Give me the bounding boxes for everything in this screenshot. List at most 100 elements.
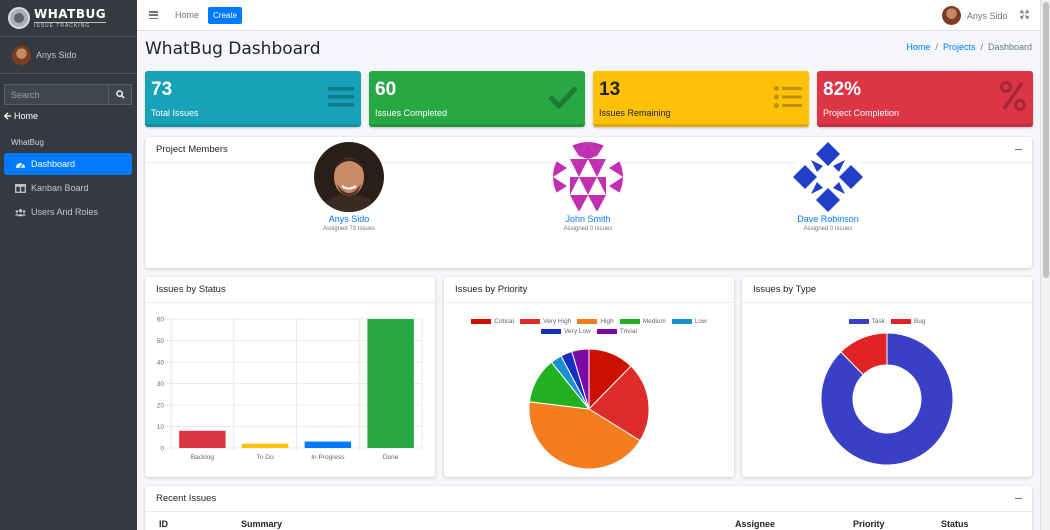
legend-swatch xyxy=(671,318,692,324)
sidebar: WHATBUG ISSUE TRACKING Anys Sido Home Wh… xyxy=(0,0,137,530)
card-title: Issues by Priority xyxy=(455,284,528,295)
breadcrumb-home[interactable]: Home xyxy=(906,42,931,52)
legend-item[interactable]: Very Low xyxy=(541,328,591,335)
sidebar-item-kanban-board[interactable]: Kanban Board xyxy=(4,177,132,199)
legend-item[interactable]: Trivial xyxy=(596,328,637,335)
y-tick-label: 0 xyxy=(160,446,164,453)
member-anys-sido: Anys Sido Assigned 73 Issues xyxy=(274,142,424,232)
legend-label: Task xyxy=(871,318,885,325)
member-dave-robinson: Dave Robinson Assigned 0 Issues xyxy=(753,142,903,232)
breadcrumb-current: Dashboard xyxy=(987,42,1032,52)
scrollbar[interactable] xyxy=(1040,0,1050,530)
legend-item[interactable]: Bug xyxy=(890,318,925,325)
search-input[interactable] xyxy=(4,84,108,105)
member-name[interactable]: Dave Robinson xyxy=(797,214,859,224)
table-header-row: ID Summary Assignee Priority Status xyxy=(159,519,1039,529)
stat-label: Issues Completed xyxy=(375,108,448,118)
stat-label: Project Completion xyxy=(823,108,900,118)
sidebar-item-label: Dashboard xyxy=(31,159,76,169)
fullscreen-icon[interactable] xyxy=(1020,10,1029,19)
x-tick-label: In Progress xyxy=(311,454,345,461)
legend-swatch xyxy=(890,318,911,324)
member-assigned-count: Assigned 0 Issues xyxy=(803,226,853,232)
y-tick-label: 30 xyxy=(157,381,165,388)
slice[interactable] xyxy=(820,332,954,466)
topbar-home-link[interactable]: Home xyxy=(175,10,200,20)
slice[interactable] xyxy=(840,332,888,376)
member-name[interactable]: John Smith xyxy=(565,214,611,224)
member-assigned-count: Assigned 0 Issues xyxy=(563,226,613,232)
legend-item[interactable]: Task xyxy=(848,318,885,325)
legend-swatch xyxy=(541,328,562,334)
sidebar-item-label: Kanban Board xyxy=(31,183,89,193)
slice[interactable] xyxy=(528,401,641,470)
column-header-assignee[interactable]: Assignee xyxy=(735,519,776,529)
column-header-id[interactable]: ID xyxy=(159,519,168,529)
column-header-summary[interactable]: Summary xyxy=(241,519,283,529)
type-doughnut-chart xyxy=(820,332,954,466)
stat-box-issues-remaining: 13 Issues Remaining xyxy=(593,71,809,127)
bar[interactable] xyxy=(304,441,352,448)
bar[interactable] xyxy=(179,430,226,448)
legend-item[interactable]: Medium xyxy=(619,318,666,325)
sidebar-item-dashboard[interactable]: Dashboard xyxy=(4,153,132,175)
brand-title: WHATBUG xyxy=(34,6,107,21)
card-title: Project Members xyxy=(156,144,228,155)
member-name[interactable]: Anys Sido xyxy=(328,214,370,224)
brand[interactable]: WHATBUG ISSUE TRACKING xyxy=(0,0,137,37)
slice[interactable] xyxy=(571,348,590,410)
legend-row: Task Bug xyxy=(742,318,1032,325)
legend-item[interactable]: Low xyxy=(671,318,707,325)
legend-swatch xyxy=(619,318,640,324)
topbar-user-name: Anys Sido xyxy=(967,10,1008,21)
percent-icon xyxy=(1000,81,1026,111)
y-tick-label: 10 xyxy=(157,424,165,431)
collapse-icon[interactable] xyxy=(1015,149,1022,151)
search-button[interactable] xyxy=(108,84,132,105)
create-button[interactable]: Create xyxy=(208,6,243,24)
sidebar-nav: Dashboard Kanban Board Users And Roles xyxy=(0,153,137,223)
legend-label: Medium xyxy=(642,318,666,325)
avatar xyxy=(793,142,863,212)
y-tick-label: 50 xyxy=(157,338,165,345)
stat-value: 13 xyxy=(599,79,621,100)
avatar xyxy=(942,6,961,25)
status-bar-chart: 0 10 20 30 40 50 60 Backlog To Do In Progress Done xyxy=(157,317,423,461)
recent-issues-card: Recent Issues ID Summary Assignee Priori… xyxy=(145,486,1032,530)
avatar xyxy=(12,45,31,65)
card-title: Recent Issues xyxy=(156,493,217,504)
y-tick-label: 60 xyxy=(157,317,165,324)
slice[interactable] xyxy=(588,365,650,442)
sidebar-home-label: Home xyxy=(14,111,39,121)
column-header-priority[interactable]: Priority xyxy=(853,519,885,529)
dashboard-icon xyxy=(15,160,26,169)
x-tick-label: Done xyxy=(383,454,399,461)
breadcrumb-projects[interactable]: Projects xyxy=(942,42,976,52)
type-legend: Task Bug xyxy=(742,318,1032,325)
bar[interactable] xyxy=(367,319,414,448)
collapse-icon[interactable] xyxy=(1015,498,1022,500)
stat-value: 60 xyxy=(375,79,397,100)
users-icon xyxy=(15,208,26,217)
breadcrumb: Home / Projects / Dashboard xyxy=(906,42,1032,52)
sidebar-home-link[interactable]: Home xyxy=(4,111,137,121)
topbar-user-menu[interactable]: Anys Sido xyxy=(942,6,1008,25)
logo-icon xyxy=(8,7,30,29)
stat-box-total-issues: 73 Total Issues xyxy=(145,71,361,127)
bar[interactable] xyxy=(241,443,289,448)
sidebar-user-panel[interactable]: Anys Sido xyxy=(0,37,137,74)
recent-issues-table: ID Summary Assignee Priority Status xyxy=(159,519,1039,529)
legend-item[interactable]: High xyxy=(577,318,614,325)
page-title: WhatBug Dashboard xyxy=(145,39,321,59)
stat-label: Issues Remaining xyxy=(599,108,671,118)
scrollbar-thumb[interactable] xyxy=(1043,2,1049,278)
legend-item[interactable]: Critical xyxy=(471,318,514,325)
issues-by-type-card: Issues by Type Task Bug xyxy=(742,277,1032,477)
stat-value: 82% xyxy=(823,79,862,100)
hamburger-menu-icon[interactable] xyxy=(149,11,158,19)
x-tick-label: Backlog xyxy=(191,454,215,461)
legend-label: Trivial xyxy=(619,328,637,335)
legend-item[interactable]: Very High xyxy=(520,318,571,325)
column-header-status[interactable]: Status xyxy=(941,519,969,529)
sidebar-item-users-and-roles[interactable]: Users And Roles xyxy=(4,201,132,223)
